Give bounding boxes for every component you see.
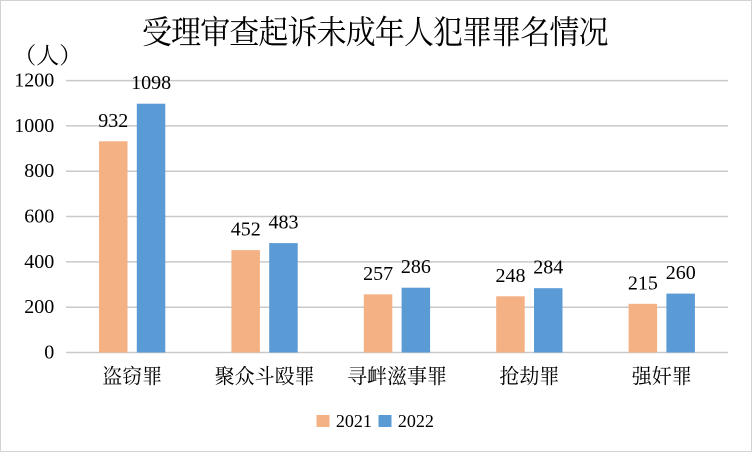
svg-text:400: 400 (24, 251, 54, 273)
svg-text:932: 932 (98, 110, 128, 132)
svg-text:286: 286 (401, 256, 431, 278)
svg-text:284: 284 (533, 257, 563, 279)
svg-text:483: 483 (269, 212, 299, 234)
svg-text:260: 260 (666, 262, 696, 284)
svg-text:1200: 1200 (14, 70, 54, 92)
svg-text:2022: 2022 (398, 411, 434, 431)
svg-text:200: 200 (24, 296, 54, 318)
svg-text:1098: 1098 (131, 72, 171, 94)
svg-text:800: 800 (24, 160, 54, 182)
svg-text:0: 0 (44, 342, 54, 364)
svg-text:2021: 2021 (336, 411, 372, 431)
svg-text:257: 257 (363, 263, 393, 285)
svg-text:1000: 1000 (14, 115, 54, 137)
svg-text:248: 248 (496, 265, 526, 287)
svg-text:600: 600 (24, 206, 54, 228)
svg-text:452: 452 (231, 219, 261, 241)
svg-text:215: 215 (628, 272, 658, 294)
